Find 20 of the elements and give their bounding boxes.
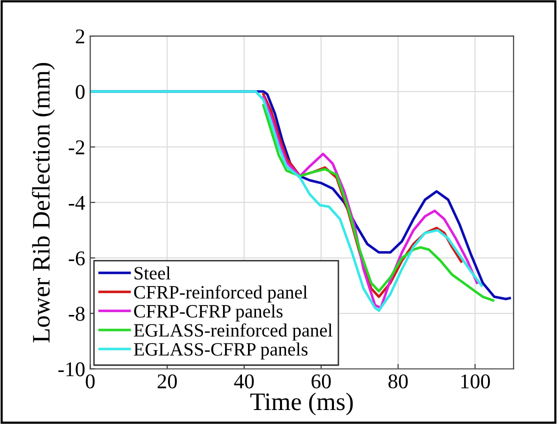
legend-label: Steel bbox=[134, 266, 170, 280]
y-tick-label: 2 bbox=[76, 29, 84, 44]
y-tick-label: -10 bbox=[58, 362, 85, 376]
x-tick-label: 80 bbox=[388, 374, 408, 388]
x-tick-label: 40 bbox=[234, 374, 254, 388]
legend-label: EGLASS-CFRP panels bbox=[134, 342, 308, 360]
legend-label: CFRP-reinforced panel bbox=[134, 285, 308, 302]
x-tick-label: 60 bbox=[312, 374, 331, 388]
y-tick-label: -8 bbox=[68, 306, 85, 321]
y-tick-label: 0 bbox=[76, 84, 85, 99]
legend-label: CFRP-CFRP panels bbox=[134, 304, 283, 322]
x-tick-label: 20 bbox=[158, 374, 177, 388]
x-axis-title: Time (ms) bbox=[250, 392, 353, 416]
y-tick-label: -2 bbox=[68, 140, 84, 154]
legend-label: EGLASS-reinforced panel bbox=[134, 323, 332, 341]
y-tick-label: -6 bbox=[68, 251, 85, 266]
y-tick-label: -4 bbox=[68, 196, 86, 210]
x-tick-label: 100 bbox=[461, 374, 490, 388]
x-tick-label: 0 bbox=[86, 374, 95, 388]
y-axis-title: Lower Rib Deflection (mm) bbox=[32, 62, 55, 342]
